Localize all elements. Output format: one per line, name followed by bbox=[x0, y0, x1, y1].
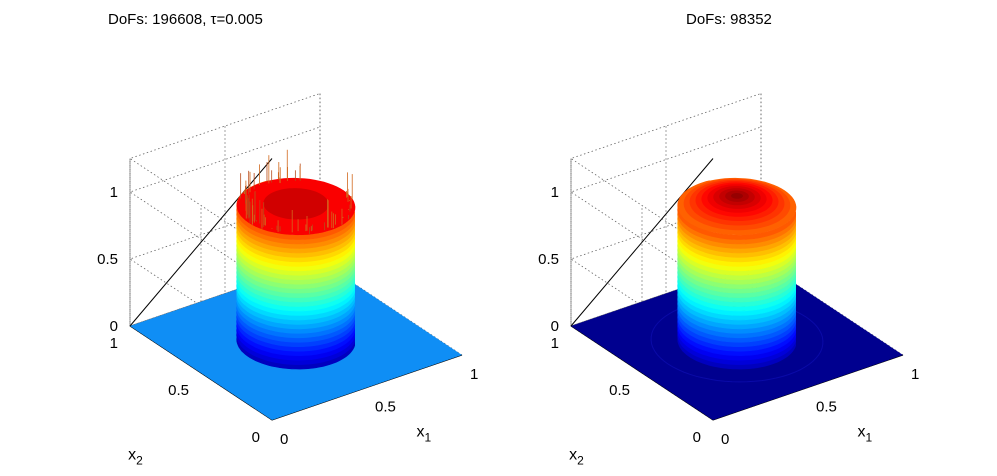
x-axis-label-subscript: 1 bbox=[866, 430, 873, 444]
grid-line bbox=[760, 93, 904, 356]
oscillation-spikes bbox=[240, 149, 353, 234]
z-axis-line bbox=[570, 158, 714, 327]
cylinder-wall bbox=[677, 180, 797, 370]
x-axis-label: x1 bbox=[417, 423, 432, 444]
x-tick-label: 1 bbox=[911, 366, 919, 383]
x-tick-label: 0.5 bbox=[375, 399, 396, 416]
cylinder-cap bbox=[236, 177, 356, 236]
x-axis-label: x1 bbox=[858, 423, 873, 444]
y-axis-label: x2 bbox=[569, 447, 584, 468]
grid-line bbox=[570, 93, 762, 253]
y-tick-label: 0 bbox=[252, 429, 260, 446]
z-tick-label: 0 bbox=[551, 318, 559, 335]
y-axis-label-subscript: 2 bbox=[577, 454, 584, 468]
z-tick-label: 0.5 bbox=[538, 251, 559, 268]
cap-ring bbox=[731, 193, 743, 199]
x-tick-label: 1 bbox=[470, 366, 478, 383]
cap-highlight bbox=[263, 188, 329, 220]
y-axis-label: x2 bbox=[128, 447, 143, 468]
plot-title: DoFs: 98352 bbox=[686, 11, 772, 28]
z-tick-label: 0 bbox=[110, 318, 118, 335]
y-tick-label: 0.5 bbox=[168, 382, 189, 399]
x-tick-label: 0 bbox=[280, 431, 288, 448]
x-tick-label: 0 bbox=[721, 431, 729, 448]
grid-line bbox=[129, 93, 321, 253]
y-tick-label: 0 bbox=[693, 429, 701, 446]
x-axis-label-subscript: 1 bbox=[425, 430, 432, 444]
y-tick-label: 0.5 bbox=[609, 382, 630, 399]
plot-title: DoFs: 196608, τ=0.005 bbox=[108, 11, 263, 28]
z-tick-label: 1 bbox=[551, 184, 559, 201]
y-axis-label-subscript: 2 bbox=[136, 454, 143, 468]
grid-line bbox=[319, 93, 463, 356]
z-tick-label: 0.5 bbox=[97, 251, 118, 268]
y-tick-label: 1 bbox=[110, 335, 118, 352]
z-tick-label: 1 bbox=[110, 184, 118, 201]
cylinder-wall bbox=[236, 180, 356, 370]
y-tick-label: 1 bbox=[551, 335, 559, 352]
x-tick-label: 0.5 bbox=[816, 399, 837, 416]
cylinder-cap bbox=[677, 177, 797, 236]
